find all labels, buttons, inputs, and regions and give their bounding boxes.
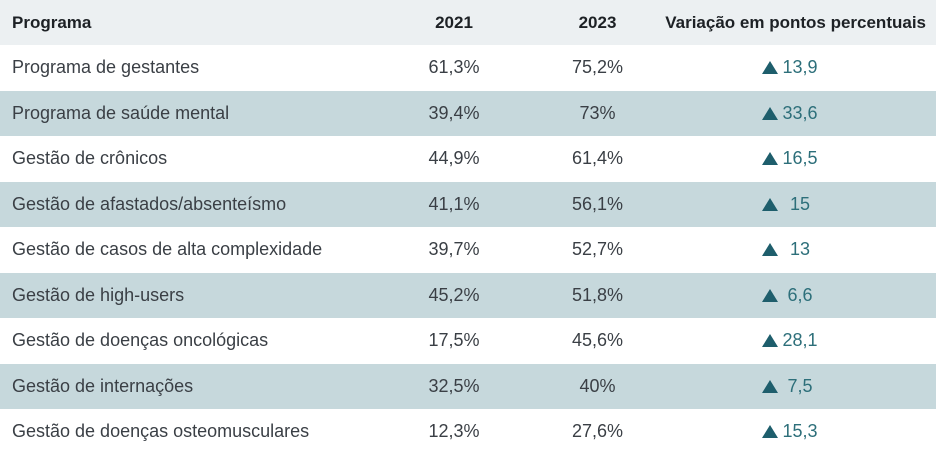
cell-2023: 45,6% <box>571 330 624 351</box>
table-row: Gestão de casos de alta complexidade 39,7… <box>0 227 936 273</box>
table-row: Gestão de internações 32,5% 40% 7,5 <box>0 363 936 410</box>
header-variacao: Variação em pontos percentuais <box>665 12 926 32</box>
cell-variacao: 33,6 <box>665 91 936 137</box>
variacao-value: 13 <box>789 239 811 260</box>
cell-programa: Gestão de afastados/absenteísmo <box>12 193 287 214</box>
cell-variacao: 15,3 <box>665 409 936 455</box>
cell-programa: Gestão de high-users <box>12 284 185 305</box>
cell-2023: 73% <box>579 102 616 123</box>
cell-2023: 40% <box>579 375 616 396</box>
cell-2021: 61,3% <box>428 57 480 78</box>
triangle-up-icon <box>762 61 778 75</box>
cell-programa: Gestão de crônicos <box>12 148 168 169</box>
triangle-up-icon <box>762 288 778 302</box>
triangle-up-icon <box>762 243 778 257</box>
variacao-value: 15,3 <box>782 421 818 442</box>
cell-programa: Gestão de internações <box>12 375 194 396</box>
variacao-value: 13,9 <box>782 57 818 78</box>
cell-variacao: 15 <box>665 182 936 228</box>
cell-programa: Programa de saúde mental <box>12 102 230 123</box>
table-row: Gestão de crônicos 44,9% 61,4% 16,5 <box>0 136 936 182</box>
table-row: Programa de saúde mental 39,4% 73% 33,6 <box>0 90 936 137</box>
variacao-value: 33,6 <box>782 102 818 123</box>
cell-2021: 17,5% <box>428 330 480 351</box>
cell-2021: 12,3% <box>428 421 480 442</box>
cell-2021: 44,9% <box>428 148 480 169</box>
variacao-value: 7,5 <box>787 375 813 396</box>
table-row: Gestão de high-users 45,2% 51,8% 6,6 <box>0 272 936 319</box>
cell-variacao: 13,9 <box>665 45 936 91</box>
variacao-value: 16,5 <box>782 148 818 169</box>
variacao-value: 28,1 <box>782 330 818 351</box>
variacao-value: 15 <box>789 193 811 214</box>
header-programa: Programa <box>12 12 92 32</box>
variacao-value: 6,6 <box>787 284 813 305</box>
table-row: Programa de gestantes 61,3% 75,2% 13,9 <box>0 45 936 91</box>
table-row: Gestão de doenças osteomusculares 12,3% 27… <box>0 409 936 455</box>
triangle-up-icon <box>762 334 778 348</box>
cell-programa: Gestão de doenças oncológicas <box>12 330 269 351</box>
cell-2021: 41,1% <box>428 193 480 214</box>
cell-2021: 45,2% <box>428 284 480 305</box>
cell-2023: 56,1% <box>571 193 624 214</box>
cell-2021: 39,7% <box>428 239 480 260</box>
triangle-up-icon <box>762 379 778 393</box>
cell-variacao: 7,5 <box>665 364 936 410</box>
triangle-up-icon <box>762 197 778 211</box>
cell-2021: 32,5% <box>428 375 480 396</box>
cell-2023: 52,7% <box>571 239 624 260</box>
cell-2023: 75,2% <box>571 57 624 78</box>
cell-variacao: 16,5 <box>665 136 936 182</box>
cell-2023: 51,8% <box>571 284 624 305</box>
cell-variacao: 13 <box>665 227 936 273</box>
triangle-up-icon <box>762 152 778 166</box>
cell-variacao: 6,6 <box>665 273 936 319</box>
cell-programa: Programa de gestantes <box>12 57 200 78</box>
cell-programa: Gestão de casos de alta complexidade <box>12 239 323 260</box>
cell-variacao: 28,1 <box>665 318 936 364</box>
header-row: Programa 2021 2023 Variação em pontos pe… <box>0 0 936 45</box>
header-2021: 2021 <box>435 12 473 32</box>
cell-2023: 27,6% <box>571 421 624 442</box>
cell-2021: 39,4% <box>428 102 480 123</box>
header-2023: 2023 <box>578 12 617 32</box>
table-body: Programa de gestantes 61,3% 75,2% 13,9 Progr… <box>0 45 936 455</box>
cell-programa: Gestão de doenças osteomusculares <box>12 421 310 442</box>
table-header: Programa 2021 2023 Variação em pontos pe… <box>0 0 936 45</box>
triangle-up-icon <box>762 106 778 120</box>
cell-2023: 61,4% <box>571 148 624 169</box>
table-row: Gestão de doenças oncológicas 17,5% 45,6% 2… <box>0 318 936 364</box>
table-row: Gestão de afastados/absenteísmo 41,1% 56,1… <box>0 181 936 228</box>
triangle-up-icon <box>762 425 778 439</box>
